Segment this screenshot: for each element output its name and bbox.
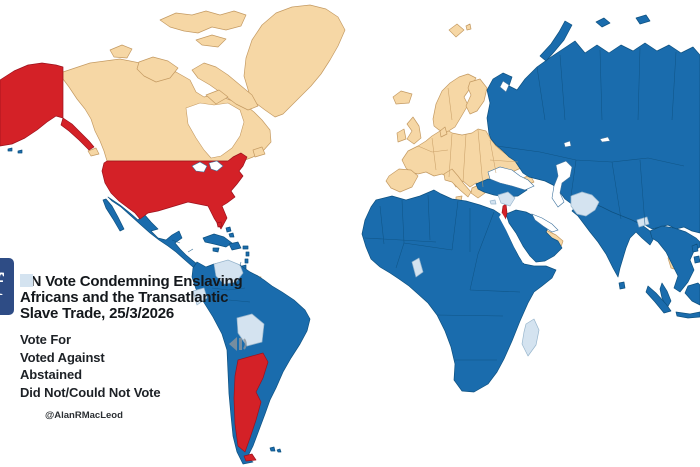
region-falklands: [269, 446, 282, 453]
region-usa: [101, 152, 248, 230]
region-philippines: [691, 243, 700, 264]
map-title: UN Vote Condemning Enslaving Africans an…: [20, 274, 256, 322]
region-bhutan: [636, 216, 650, 228]
title-line-2: Africans and the Transatlantic: [20, 289, 229, 306]
region-newfoundland: [252, 146, 266, 158]
great-lakes: [191, 160, 224, 173]
region-banks-island: [109, 44, 133, 59]
region-denmark: [439, 126, 448, 138]
region-argentina: [233, 352, 269, 453]
legend-label: Vote For: [20, 332, 71, 348]
legend-panel: UN Vote Condemning Enslaving Africans an…: [20, 274, 256, 401]
volume-icon[interactable]: [226, 333, 248, 355]
region-south-asia: [571, 201, 655, 278]
region-tierra-del-fuego-red: [243, 453, 257, 462]
region-iberia: [385, 168, 419, 193]
title-line-1: UN Vote Condemning Enslaving: [20, 273, 243, 290]
legend-item-abstained: Abstained: [20, 274, 256, 384]
lake-balkhash: [599, 136, 611, 143]
region-madagascar: [521, 318, 540, 357]
region-cuba: [202, 233, 233, 248]
region-victoria-island: [136, 56, 179, 83]
did-not-vote-swatch: [20, 274, 33, 287]
caspian-sea: [551, 160, 573, 208]
region-bahamas-red-islet: [216, 221, 223, 228]
legend-label: Abstained: [20, 367, 82, 383]
legend: Vote For Voted Against Abstained Did Not…: [20, 274, 256, 402]
aral-sea: [563, 140, 572, 148]
title-line-3: Slave Trade, 25/3/2026: [20, 305, 175, 322]
did-not-vote-regions: [192, 191, 650, 357]
region-benin: [411, 257, 424, 278]
region-jamaica: [212, 247, 220, 253]
region-southampton-island: [205, 89, 229, 105]
region-uk: [406, 116, 422, 145]
region-alaska: [0, 62, 64, 147]
region-novaya-zemlya: [539, 20, 573, 62]
attribution: @AlanRMacLeod: [45, 410, 123, 421]
region-borneo: [684, 282, 700, 306]
white-sea: [499, 80, 510, 93]
region-devon-island: [195, 34, 227, 48]
region-greenland: [243, 4, 346, 118]
region-vancouver-island: [87, 147, 100, 157]
country-borders-blue: [171, 47, 685, 361]
region-alaska-neighbour-islands: [7, 147, 23, 154]
region-ellesmere-island: [159, 10, 247, 34]
legend-item-did-not-vote: Did Not/Could Not Vote: [20, 274, 256, 402]
region-ireland: [396, 128, 407, 143]
region-puerto-rico: [242, 245, 249, 250]
region-finland: [465, 78, 488, 115]
region-arctic-islands: [595, 14, 651, 28]
region-bolivia: [236, 313, 265, 347]
region-bahamas: [225, 226, 235, 238]
region-syria: [497, 191, 516, 207]
region-cyprus: [489, 199, 497, 205]
region-lesser-antilles: [241, 251, 250, 270]
legend-label: Voted Against: [20, 349, 105, 365]
water-bodies: [185, 80, 611, 263]
region-iceland: [392, 90, 413, 105]
red-sea: [499, 213, 527, 263]
region-alaska-panhandle: [60, 117, 95, 151]
region-venezuela: [213, 259, 244, 285]
region-java: [675, 311, 700, 319]
region-hispaniola: [228, 241, 242, 251]
region-baffin-island: [191, 62, 259, 111]
region-mexico-central-america: [107, 196, 201, 269]
region-sri-lanka: [618, 281, 626, 290]
region-svalbard: [448, 23, 472, 38]
legend-item-vote-for: Vote For: [20, 274, 256, 349]
facebook-share-icon[interactable]: f: [0, 258, 14, 315]
black-sea: [487, 166, 535, 191]
region-indochina: [649, 225, 700, 293]
voted-against-regions: [0, 62, 508, 462]
facebook-f-glyph: f: [0, 266, 4, 303]
region-baja-california: [102, 198, 125, 232]
legend-item-voted-against: Voted Against: [20, 274, 256, 367]
country-borders-tan: [417, 87, 519, 188]
legend-label: Did Not/Could Not Vote: [20, 384, 161, 400]
region-italy: [443, 168, 472, 198]
region-ecuador: [192, 287, 208, 306]
persian-gulf: [531, 213, 559, 233]
hudson-bay: [185, 102, 245, 159]
region-sumatra: [645, 285, 672, 314]
region-afghanistan: [570, 191, 600, 217]
